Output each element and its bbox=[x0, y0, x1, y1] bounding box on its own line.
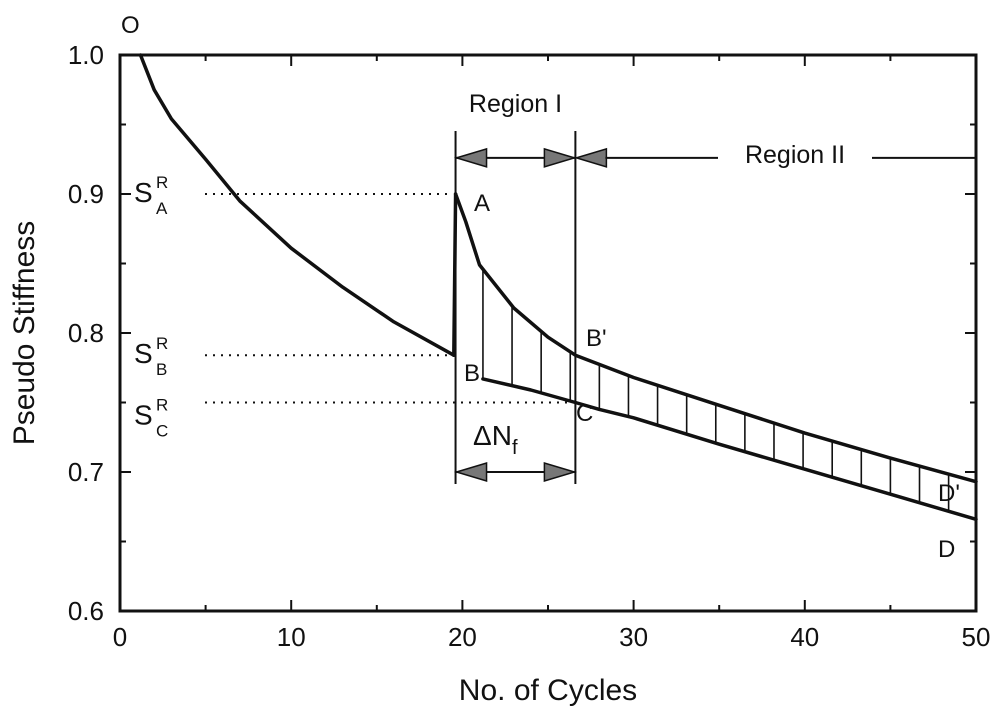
s-label-a-main: S bbox=[134, 177, 153, 208]
y-tick-label: 0.9 bbox=[68, 179, 104, 209]
delta-nf-sub: f bbox=[512, 437, 518, 459]
point-label-b: B bbox=[464, 360, 480, 387]
region-2-arrowhead-left bbox=[573, 147, 608, 168]
series-line-4 bbox=[481, 377, 978, 522]
x-tick-label: 50 bbox=[962, 622, 991, 652]
x-tick-label: 0 bbox=[113, 622, 127, 652]
point-label-d: D bbox=[938, 536, 955, 563]
x-axis-label: No. of Cycles bbox=[459, 674, 637, 707]
x-tick-label: 10 bbox=[277, 622, 306, 652]
series-line-1 bbox=[138, 53, 456, 357]
region-1-arrowhead-left bbox=[453, 147, 488, 168]
reference-guides bbox=[205, 131, 577, 484]
y-tick-label: 0.6 bbox=[68, 596, 104, 626]
series-lines bbox=[138, 53, 978, 522]
region-arrows bbox=[453, 147, 976, 483]
s-label-c-main: S bbox=[134, 400, 153, 431]
region-2-label: Region II bbox=[745, 141, 845, 169]
s-label-b-sub: B bbox=[156, 360, 167, 379]
delta-nf-label: ΔNf bbox=[473, 420, 518, 459]
series-line-3 bbox=[453, 192, 978, 484]
s-label-c-sub: C bbox=[156, 422, 168, 441]
y-axis-label: Pseudo Stiffness bbox=[8, 221, 41, 446]
axes bbox=[118, 53, 978, 613]
plot-frame bbox=[118, 53, 978, 613]
point-label-b-prime: B' bbox=[586, 325, 607, 352]
point-label-c: C bbox=[576, 400, 593, 427]
point-label-d-prime: D' bbox=[938, 480, 960, 507]
y-tick-label: 0.7 bbox=[68, 457, 104, 487]
y-tick-label: 1.0 bbox=[68, 40, 104, 70]
s-label-c-sup: R bbox=[156, 396, 168, 415]
region-1-label: Region I bbox=[469, 90, 562, 118]
s-label-b-sup: R bbox=[156, 334, 168, 353]
x-tick-label: 20 bbox=[448, 622, 477, 652]
series-line-2 bbox=[452, 192, 458, 357]
delta-nf-arrowhead-right bbox=[543, 461, 578, 483]
s-label-b-main: S bbox=[134, 338, 153, 369]
hatch-lines bbox=[482, 269, 950, 512]
delta-nf-arrowhead-left bbox=[453, 461, 488, 483]
region-1-arrowhead-right bbox=[543, 147, 578, 168]
x-tick-label: 40 bbox=[790, 622, 819, 652]
x-tick-label: 30 bbox=[619, 622, 648, 652]
axis-ticks: 0 10 20 30 40 50 0.6 0.7 0.8 0.9 1.0 bbox=[68, 40, 991, 652]
y-tick-label: 0.8 bbox=[68, 318, 104, 348]
delta-nf-main: ΔN bbox=[473, 420, 512, 451]
point-label-o: O bbox=[121, 12, 140, 39]
point-label-a: A bbox=[474, 190, 490, 217]
s-label-a-sub: A bbox=[156, 199, 168, 218]
s-label-a-sup: R bbox=[156, 173, 168, 192]
